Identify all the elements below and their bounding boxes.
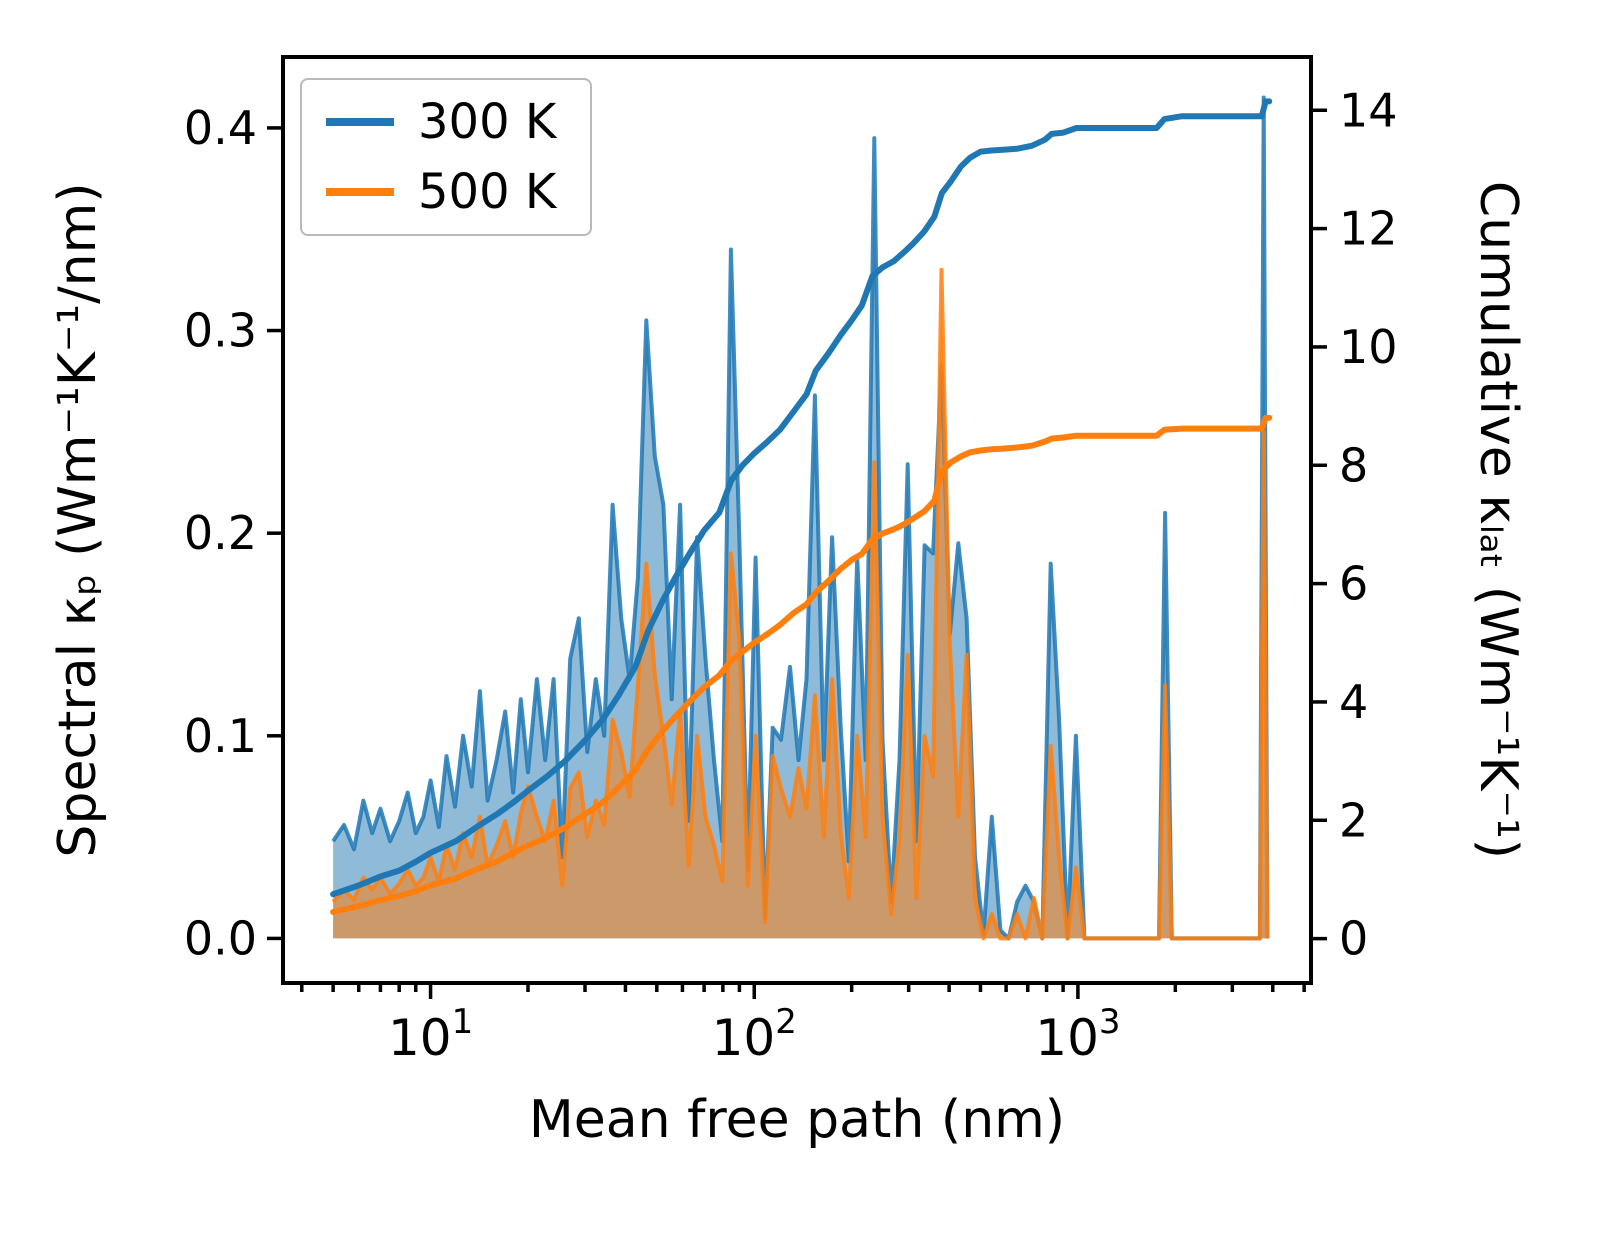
x-axis-label: Mean free path (nm) [528, 1090, 1066, 1150]
legend-label-300k: 300 K [418, 94, 557, 150]
y-left-tick-label: 0.1 [184, 709, 257, 763]
legend-entry-300k: 300 K [326, 98, 556, 146]
x-tick-label: 103 [1035, 1002, 1120, 1067]
x-tick-label: 102 [712, 1002, 797, 1067]
y-right-tick-label: 8 [1339, 438, 1368, 492]
legend-label-500k: 500 K [418, 164, 557, 220]
y-axis-right-label: Cumulative κₗₐₜ (Wm⁻¹K⁻¹) [1468, 180, 1528, 860]
x-tick-label: 101 [388, 1002, 473, 1067]
y-left-tick-label: 0.3 [184, 304, 257, 358]
y-right-tick-label: 4 [1339, 675, 1368, 729]
y-right-tick-label: 10 [1339, 320, 1398, 374]
y-left-tick-label: 0.0 [184, 911, 257, 965]
legend-line-sample-300k [326, 118, 394, 126]
y-left-tick-label: 0.4 [184, 101, 257, 155]
y-right-tick-label: 2 [1339, 793, 1368, 847]
y-right-tick-label: 6 [1339, 557, 1368, 611]
y-right-tick-label: 0 [1339, 912, 1368, 966]
legend-entry-500k: 500 K [326, 168, 556, 216]
y-right-tick-label: 14 [1339, 83, 1398, 137]
series-line-300-k-cumulative [330, 98, 1273, 898]
legend: 300 K 500 K [300, 78, 593, 236]
y-left-tick-label: 0.2 [184, 506, 257, 560]
y-axis-left-label: Spectral κₚ (Wm⁻¹K⁻¹/nm) [48, 182, 108, 858]
legend-line-sample-500k [326, 188, 394, 196]
y-right-tick-label: 12 [1339, 202, 1398, 256]
series-line-500-k-cumulative [330, 414, 1273, 915]
plot-frame [281, 55, 1313, 985]
